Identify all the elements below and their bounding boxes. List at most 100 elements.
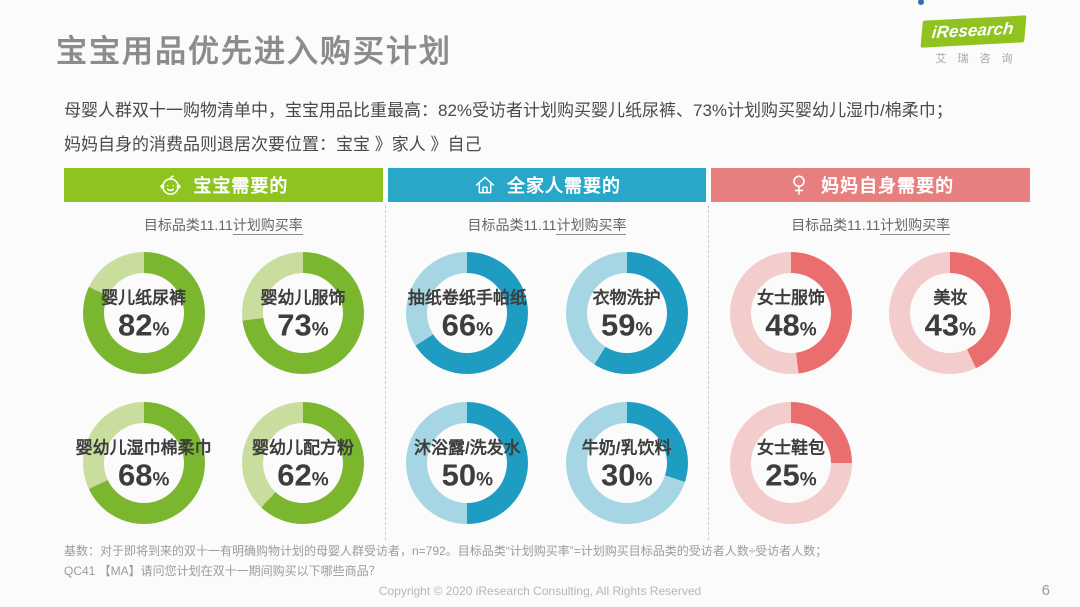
donut-value-number: 48 bbox=[765, 307, 800, 343]
donut-cell: 婴幼儿湿巾棉柔巾 68% bbox=[64, 388, 223, 538]
donut-cell: 女士鞋包 25% bbox=[711, 388, 870, 538]
footnotes: 基数：对于即将到来的双十一有明确购物计划的母婴人群受访者，n=792。目标品类“… bbox=[64, 541, 827, 581]
donut-value-number: 73 bbox=[277, 307, 312, 343]
donut-value-percent-sign: % bbox=[476, 469, 494, 491]
donut-value: 73% bbox=[260, 308, 345, 342]
donut-cell: 美妆 43% bbox=[871, 238, 1030, 388]
donut-label: 沐浴露/洗发水 50% bbox=[414, 433, 521, 492]
donut-chart: 抽纸卷纸手帕纸 66% bbox=[406, 252, 529, 374]
donut-value-percent-sign: % bbox=[311, 469, 329, 491]
category-column-2: 全家人需要的 目标品类11.11计划购买率 抽纸卷纸手帕纸 66% 衣物洗护 59% 沐浴露… bbox=[387, 168, 707, 538]
donut-value: 68% bbox=[76, 458, 212, 492]
donut-label: 婴幼儿湿巾棉柔巾 68% bbox=[76, 433, 212, 492]
donut-cell: 牛奶/乳饮料 30% bbox=[547, 388, 706, 538]
donut-chart: 衣物洗护 59% bbox=[565, 252, 688, 374]
donut-category-name: 抽纸卷纸手帕纸 bbox=[407, 288, 527, 308]
column-sublabel-underlined: 计划购买率 bbox=[556, 217, 627, 235]
donut-value-number: 30 bbox=[600, 457, 636, 493]
intro-text: 母婴人群双十一购物清单中，宝宝用品比重最高：82%受访者计划购买婴儿纸尿裤、73… bbox=[64, 94, 953, 162]
donut-grid: 婴儿纸尿裤 82% 婴幼儿服饰 73% 婴幼儿湿巾棉柔巾 68% 婴幼儿配方粉 62% bbox=[64, 238, 383, 538]
donut-value-percent-sign: % bbox=[152, 319, 170, 341]
donut-chart: 婴儿纸尿裤 82% bbox=[82, 252, 205, 374]
donut-value: 25% bbox=[757, 458, 825, 492]
donut-value-percent-sign: % bbox=[152, 469, 170, 491]
donut-value: 66% bbox=[408, 308, 527, 342]
donut-value-percent-sign: % bbox=[311, 319, 329, 341]
donut-cell: 衣物洗护 59% bbox=[547, 238, 706, 388]
donut-chart: 婴幼儿服饰 73% bbox=[241, 252, 364, 374]
donut-value-number: 62 bbox=[277, 457, 312, 493]
column-sublabel-prefix: 目标品类11.11 bbox=[143, 217, 233, 233]
donut-value: 30% bbox=[582, 458, 672, 492]
category-column-3: 妈妈自身需要的 目标品类11.11计划购买率 女士服饰 48% 美妆 43% 女士鞋包 25% bbox=[711, 168, 1031, 538]
donut-category-name: 沐浴露/洗发水 bbox=[413, 438, 521, 458]
donut-label: 抽纸卷纸手帕纸 66% bbox=[408, 283, 527, 342]
donut-category-name: 衣物洗护 bbox=[592, 288, 661, 308]
donut-category-name: 女士服饰 bbox=[757, 288, 825, 308]
donut-category-name: 婴幼儿配方粉 bbox=[251, 438, 354, 458]
donut-category-name: 婴儿纸尿裤 bbox=[101, 288, 187, 308]
page-number: 6 bbox=[1041, 582, 1050, 599]
intro-line-2: 妈妈自身的消费品则退居次要位置：宝宝 》家人 》自己 bbox=[64, 135, 482, 154]
donut-value-number: 66 bbox=[441, 307, 477, 343]
footnote-line-1: 基数：对于即将到来的双十一有明确购物计划的母婴人群受访者，n=792。目标品类“… bbox=[64, 544, 828, 558]
columns: 宝宝需要的 目标品类11.11计划购买率 婴儿纸尿裤 82% 婴幼儿服饰 73% 婴幼儿湿巾… bbox=[64, 168, 1031, 540]
donut-category-name: 婴幼儿服饰 bbox=[260, 288, 346, 308]
donut-value: 48% bbox=[757, 308, 825, 342]
donut-label: 婴儿纸尿裤 82% bbox=[101, 283, 186, 342]
column-header: 妈妈自身需要的 bbox=[711, 168, 1031, 202]
donut-label: 女士服饰 48% bbox=[757, 283, 825, 342]
donut-chart: 美妆 43% bbox=[889, 252, 1012, 374]
page-title: 宝宝用品优先进入购买计划 bbox=[56, 34, 452, 69]
column-separator bbox=[385, 205, 386, 540]
donut-cell: 沐浴露/洗发水 50% bbox=[388, 388, 547, 538]
column-header-label: 宝宝需要的 bbox=[193, 176, 289, 196]
donut-chart: 婴幼儿湿巾棉柔巾 68% bbox=[76, 402, 212, 524]
donut-category-name: 美妆 bbox=[933, 288, 968, 308]
donut-value-number: 50 bbox=[441, 457, 477, 493]
donut-cell: 婴儿纸尿裤 82% bbox=[64, 238, 223, 388]
column-sublabel: 目标品类11.11计划购买率 bbox=[64, 215, 383, 235]
baby-icon bbox=[158, 173, 183, 198]
donut-cell: 婴幼儿配方粉 62% bbox=[223, 388, 382, 538]
column-sublabel-underlined: 计划购买率 bbox=[880, 217, 951, 235]
column-separator bbox=[708, 205, 709, 540]
donut-value: 62% bbox=[252, 458, 354, 492]
iresearch-logo: iResearch 艾瑞咨询 bbox=[904, 0, 1044, 66]
donut-value-percent-sign: % bbox=[635, 469, 653, 491]
donut-value: 82% bbox=[101, 308, 186, 342]
donut-value: 50% bbox=[414, 458, 521, 492]
donut-grid: 抽纸卷纸手帕纸 66% 衣物洗护 59% 沐浴露/洗发水 50% 牛奶/乳饮料 30% bbox=[388, 238, 707, 538]
donut-value: 59% bbox=[593, 308, 661, 342]
column-sublabel: 目标品类11.11计划购买率 bbox=[388, 215, 707, 235]
copyright: Copyright © 2020 iResearch Consulting, A… bbox=[378, 584, 702, 598]
donut-value-number: 43 bbox=[924, 307, 960, 343]
donut-label: 女士鞋包 25% bbox=[757, 433, 825, 492]
donut-chart: 牛奶/乳饮料 30% bbox=[565, 402, 688, 524]
column-header: 全家人需要的 bbox=[387, 168, 707, 202]
donut-grid: 女士服饰 48% 美妆 43% 女士鞋包 25% bbox=[711, 238, 1030, 538]
column-sublabel-prefix: 目标品类11.11 bbox=[791, 217, 881, 233]
footnote-line-2: QC41 【MA】请问您计划在双十一期间购买以下哪些商品？ bbox=[64, 564, 381, 578]
house-icon bbox=[473, 173, 497, 197]
donut-value-number: 82 bbox=[117, 307, 153, 343]
donut-chart: 女士鞋包 25% bbox=[730, 402, 852, 524]
donut-chart: 女士服饰 48% bbox=[730, 252, 852, 374]
donut-value-percent-sign: % bbox=[635, 319, 653, 341]
column-sublabel-underlined: 计划购买率 bbox=[232, 217, 303, 235]
donut-value: 43% bbox=[925, 308, 976, 342]
donut-value-percent-sign: % bbox=[799, 469, 817, 491]
donut-value-percent-sign: % bbox=[799, 319, 817, 341]
iresearch-logo-chinese: 艾瑞咨询 bbox=[935, 53, 1024, 65]
column-sublabel: 目标品类11.11计划购买率 bbox=[711, 215, 1030, 235]
donut-value-percent-sign: % bbox=[476, 319, 494, 341]
donut-category-name: 婴幼儿湿巾棉柔巾 bbox=[75, 438, 212, 458]
female-icon bbox=[787, 173, 811, 197]
column-header-label: 全家人需要的 bbox=[507, 176, 621, 196]
donut-value-percent-sign: % bbox=[959, 319, 977, 341]
donut-value-number: 59 bbox=[600, 307, 636, 343]
logo-dot-icon bbox=[918, 0, 924, 5]
donut-category-name: 女士鞋包 bbox=[757, 438, 825, 458]
donut-cell: 女士服饰 48% bbox=[711, 238, 870, 388]
donut-chart: 婴幼儿配方粉 62% bbox=[241, 402, 364, 524]
